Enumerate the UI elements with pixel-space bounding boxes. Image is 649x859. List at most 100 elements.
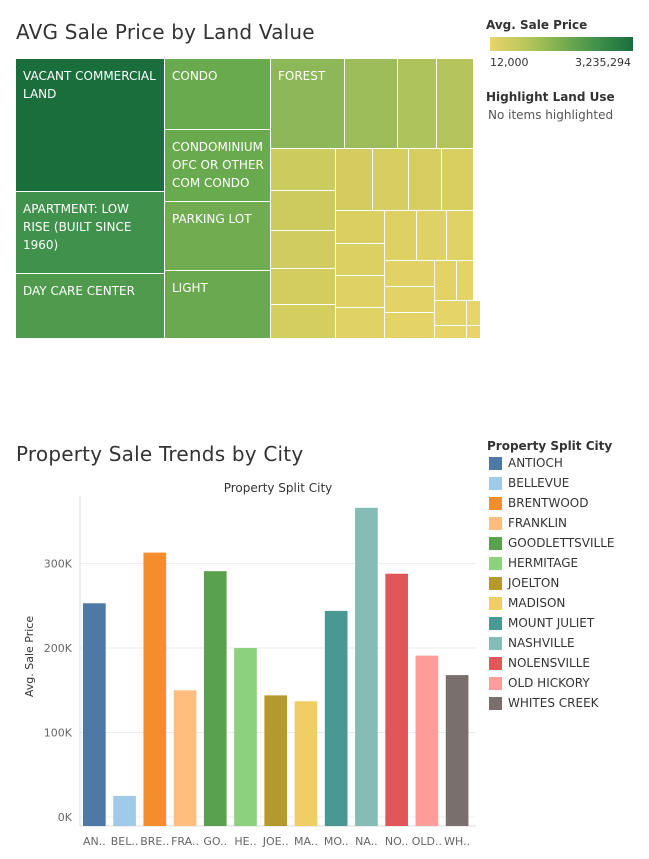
legend-label: NOLENSVILLE	[508, 656, 590, 670]
bar-madison[interactable]	[294, 701, 318, 826]
tile-unlabeled[interactable]	[271, 305, 336, 339]
bar-brentwood[interactable]	[143, 552, 167, 826]
legend-label: MADISON	[508, 596, 566, 610]
x-tick-label: OLD..	[412, 835, 442, 848]
tile-unlabeled[interactable]	[336, 211, 385, 244]
color-legend-title: Avg. Sale Price	[486, 18, 588, 32]
tile-light[interactable]: LIGHT	[165, 271, 271, 339]
legend-label: WHITES CREEK	[508, 696, 599, 710]
tile-unlabeled[interactable]	[457, 261, 474, 301]
tile-unlabeled[interactable]	[373, 149, 409, 211]
tile-label: LIGHT	[172, 281, 208, 295]
legend-swatch	[489, 537, 502, 550]
tile-label: DAY CARE CENTER	[23, 284, 135, 298]
highlight-value[interactable]: No items highlighted	[488, 108, 614, 122]
y-tick-label: 0K	[58, 811, 73, 824]
bar-old-hickory[interactable]	[415, 655, 439, 826]
tile-unlabeled[interactable]	[435, 261, 457, 301]
bar-nashville[interactable]	[355, 507, 378, 826]
tile-unlabeled[interactable]	[271, 269, 336, 305]
tile-label: VACANT COMMERCIAL LAND	[23, 69, 156, 101]
tile-unlabeled[interactable]	[336, 276, 385, 308]
tile-apartment-low-rise[interactable]: APARTMENT: LOW RISE (BUILT SINCE 1960)	[16, 192, 165, 274]
legend-label: BRENTWOOD	[508, 496, 589, 510]
bar-hermitage[interactable]	[234, 648, 257, 826]
x-tick-label: NA..	[355, 835, 378, 848]
legend-label: MOUNT JULIET	[508, 616, 595, 630]
tile-unlabeled[interactable]	[345, 59, 398, 149]
tile-condominium-ofc[interactable]: CONDOMINIUM OFC OR OTHER COM CONDO	[165, 130, 271, 202]
tile-unlabeled[interactable]	[447, 211, 474, 261]
treemap-title: AVG Sale Price by Land Value	[16, 20, 315, 44]
tile-unlabeled[interactable]	[442, 149, 474, 211]
legend-swatch	[489, 577, 502, 590]
legend-swatch	[489, 457, 502, 470]
tile-condo[interactable]: CONDO	[165, 59, 271, 130]
x-tick-label: AN..	[83, 835, 106, 848]
tile-unlabeled[interactable]	[409, 149, 442, 211]
x-tick-label: GO..	[203, 835, 227, 848]
bar-bellevue[interactable]	[113, 795, 136, 826]
tile-unlabeled[interactable]	[467, 326, 481, 339]
tile-unlabeled[interactable]	[398, 59, 437, 149]
tile-unlabeled[interactable]	[437, 59, 474, 149]
tile-unlabeled[interactable]	[385, 313, 435, 339]
tile-unlabeled[interactable]	[271, 191, 336, 231]
legend-label: NASHVILLE	[508, 636, 575, 650]
bar-whites-creek[interactable]	[445, 675, 469, 826]
tile-unlabeled[interactable]	[336, 149, 373, 211]
tile-unlabeled[interactable]	[271, 231, 336, 269]
bar-mount-juliet[interactable]	[324, 610, 348, 826]
bar-goodlettsville[interactable]	[203, 571, 227, 826]
x-tick-label: HE..	[234, 835, 256, 848]
color-legend-gradient	[490, 37, 633, 51]
tile-label: APARTMENT: LOW RISE (BUILT SINCE 1960)	[23, 202, 132, 252]
bar-chart: Property Split City 0K 100K 200K 300K Avg. Sa…	[23, 481, 476, 848]
x-tick-label: JOE..	[262, 835, 289, 848]
bar-antioch[interactable]	[83, 603, 106, 826]
tile-unlabeled[interactable]	[336, 244, 385, 276]
tile-unlabeled[interactable]	[385, 287, 435, 313]
tile-unlabeled[interactable]	[467, 301, 481, 326]
y-tick-label: 100K	[44, 727, 73, 740]
legend-swatch	[489, 517, 502, 530]
chart-title: Property Split City	[224, 481, 333, 495]
legend-swatch	[489, 697, 502, 710]
legend-swatch	[489, 557, 502, 570]
x-tick-label: BEL..	[111, 835, 139, 848]
tile-label: CONDOMINIUM OFC OR OTHER COM CONDO	[172, 140, 264, 190]
legend-swatch	[489, 677, 502, 690]
legend-label: OLD HICKORY	[508, 676, 590, 690]
bar-nolensville[interactable]	[385, 573, 408, 826]
tile-vacant-commercial-land[interactable]: VACANT COMMERCIAL LAND	[16, 59, 165, 192]
legend-label: FRANKLIN	[508, 516, 568, 530]
city-legend-title: Property Split City	[487, 439, 613, 453]
tile-forest[interactable]: FOREST	[271, 59, 345, 149]
tile-label: FOREST	[278, 69, 326, 83]
tile-unlabeled[interactable]	[435, 301, 467, 326]
treemap: VACANT COMMERCIAL LAND APARTMENT: LOW RI…	[16, 59, 481, 339]
tile-unlabeled[interactable]	[385, 261, 435, 287]
bar-joelton[interactable]	[264, 695, 288, 826]
tile-unlabeled[interactable]	[336, 308, 385, 339]
tile-unlabeled[interactable]	[271, 149, 336, 191]
tile-parking-lot[interactable]: PARKING LOT	[165, 202, 271, 271]
legend-swatch	[489, 497, 502, 510]
bar-section-title: Property Sale Trends by City	[16, 442, 304, 466]
x-tick-label: BRE..	[140, 835, 169, 848]
tile-day-care-center[interactable]: DAY CARE CENTER	[16, 274, 165, 339]
y-tick-label: 200K	[44, 642, 73, 655]
legend-label: HERMITAGE	[508, 556, 579, 570]
tile-unlabeled[interactable]	[385, 211, 417, 261]
legend-swatch	[489, 617, 502, 630]
x-tick-label: WH..	[444, 835, 470, 848]
y-tick-label: 300K	[44, 558, 73, 571]
bar-franklin[interactable]	[173, 690, 197, 826]
y-axis-label: Avg. Sale Price	[23, 616, 36, 697]
color-legend-min: 12,000	[490, 56, 529, 69]
tile-unlabeled[interactable]	[417, 211, 447, 261]
tile-unlabeled[interactable]	[435, 326, 467, 339]
x-tick-label: MO..	[324, 835, 349, 848]
tile-label: CONDO	[172, 69, 218, 83]
legend-label: GOODLETTSVILLE	[508, 536, 615, 550]
